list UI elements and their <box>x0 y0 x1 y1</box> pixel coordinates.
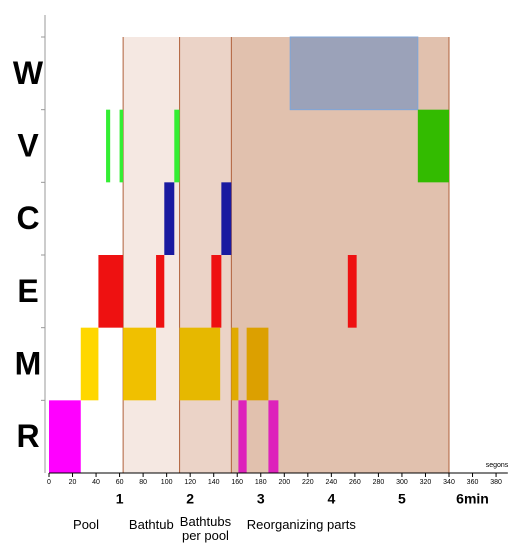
phase-label: Reorganizing parts <box>246 517 356 532</box>
phase-label: Bathtub <box>128 517 174 532</box>
task-bar <box>156 255 165 328</box>
x-tick-label: 300 <box>396 479 408 486</box>
minute-label: 4 <box>327 491 335 507</box>
x-tick-label: 260 <box>349 479 361 486</box>
x-tick-label: 0 <box>47 479 51 486</box>
x-tick-label: 40 <box>92 479 100 486</box>
minute-label: 5 <box>398 491 406 507</box>
task-bar <box>164 182 175 255</box>
x-tick-label: 80 <box>139 479 147 486</box>
row-label: W <box>13 55 44 91</box>
task-bar <box>80 327 99 401</box>
task-bar <box>238 400 247 473</box>
task-bar <box>246 327 269 401</box>
minute-label: 6min <box>456 491 489 507</box>
task-bar <box>289 36 419 111</box>
x-tick-label: 180 <box>255 479 267 486</box>
row-label: E <box>17 273 38 309</box>
task-bar <box>211 255 222 328</box>
x-tick-label: 160 <box>231 479 243 486</box>
phase-label: Bathtubs per pool <box>179 514 232 543</box>
x-tick-label: 340 <box>443 479 455 486</box>
row-label: M <box>15 345 42 381</box>
task-bar <box>347 255 357 328</box>
task-bar <box>106 109 111 183</box>
x-tick-label: 100 <box>161 479 173 486</box>
x-axis-label: segons <box>486 462 509 469</box>
x-tick-label: 280 <box>373 479 385 486</box>
row-label: R <box>16 418 39 454</box>
task-bar <box>98 255 124 328</box>
task-bar <box>268 400 279 473</box>
task-bar <box>179 327 221 401</box>
minute-label: 3 <box>257 491 265 507</box>
x-tick-label: 380 <box>490 479 502 486</box>
row-label: V <box>17 127 39 163</box>
minute-label: 2 <box>186 491 194 507</box>
task-bar <box>221 182 232 255</box>
x-tick-label: 220 <box>302 479 314 486</box>
x-tick-label: 360 <box>467 479 479 486</box>
x-tick-label: 140 <box>208 479 220 486</box>
task-bar <box>119 109 124 183</box>
task-bar <box>231 327 239 401</box>
x-tick-label: 60 <box>116 479 124 486</box>
x-tick-label: 200 <box>278 479 290 486</box>
x-tick-label: 240 <box>326 479 338 486</box>
x-tick-label: 20 <box>69 479 77 486</box>
task-bar <box>174 109 180 183</box>
x-tick-label: 320 <box>420 479 432 486</box>
minute-label: 1 <box>116 491 124 507</box>
phase-label: Pool <box>73 517 100 532</box>
task-bar <box>417 109 449 183</box>
x-tick-label: 120 <box>184 479 196 486</box>
task-bar <box>123 327 157 401</box>
row-label: C <box>16 200 39 236</box>
task-bar <box>49 400 81 473</box>
